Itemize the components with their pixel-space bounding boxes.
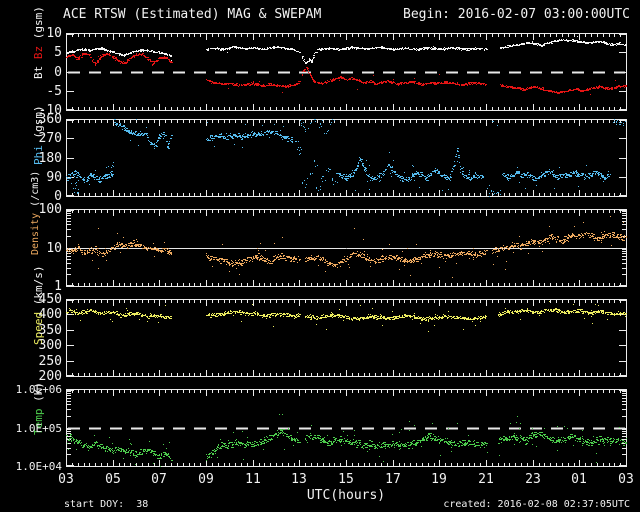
x-tick-label: 01 [571, 472, 587, 487]
x-tick-label: 21 [478, 472, 494, 487]
speed-y-tick-label: 350 [38, 323, 62, 338]
speed-y-tick-label: 250 [38, 354, 62, 369]
phi-y-tick-label: 270 [38, 131, 62, 146]
x-tick-label: 15 [338, 472, 354, 487]
temp-plot-canvas [66, 389, 627, 467]
footer-start-doy: start DOY: 38 [64, 499, 149, 510]
x-tick-label: 05 [105, 472, 121, 487]
density-y-tick-label: 10 [46, 241, 62, 256]
begin-timestamp: Begin: 2016-02-07 03:00:00UTC [403, 7, 630, 22]
x-tick-label: 03 [58, 472, 74, 487]
x-tick-label: 11 [245, 472, 261, 487]
phi-y-tick-label: 0 [54, 189, 62, 204]
x-axis-title: UTC(hours) [306, 488, 386, 503]
panel-density [66, 209, 627, 287]
mag-y-tick-label: -10 [38, 103, 62, 118]
temp-y-tick-label: 1.0E+05 [15, 422, 62, 435]
x-tick-label: 19 [431, 472, 447, 487]
panel-speed [66, 299, 627, 377]
temp-y-tick-label: 1.0E+04 [15, 460, 62, 473]
mag-y-tick-label: 0 [54, 65, 62, 80]
speed-y-tick-label: 400 [38, 307, 62, 322]
panel-mag [66, 33, 627, 111]
x-tick-label: 13 [291, 472, 307, 487]
speed-y-tick-label: 300 [38, 338, 62, 353]
phi-y-tick-label: 90 [46, 170, 62, 185]
mag-y-tick-label: 10 [46, 26, 62, 41]
density-y-tick-label: 100 [38, 202, 62, 217]
title-row: ACE RTSW (Estimated) MAG & SWEPAM Begin:… [63, 7, 630, 22]
x-tick-label: 03 [618, 472, 634, 487]
mag-y-tick-label: 5 [54, 45, 62, 60]
chart-title: ACE RTSW (Estimated) MAG & SWEPAM [63, 7, 322, 22]
x-tick-label: 23 [525, 472, 541, 487]
density-plot-canvas [66, 209, 627, 287]
x-tick-label: 07 [151, 472, 167, 487]
footer-created-timestamp: created: 2016-02-08 02:37:05UTC [443, 499, 630, 510]
speed-y-tick-label: 200 [38, 369, 62, 384]
panel-temp [66, 389, 627, 467]
speed-y-tick-label: 450 [38, 292, 62, 307]
temp-y-tick-label: 1.0E+06 [15, 383, 62, 396]
phi-y-tick-label: 180 [38, 151, 62, 166]
panel-phi [66, 119, 627, 197]
phi-plot-canvas [66, 119, 627, 197]
x-tick-label: 09 [198, 472, 214, 487]
mag-y-tick-label: -5 [46, 84, 62, 99]
density-y-tick-label: 1 [54, 279, 62, 294]
mag-plot-canvas [66, 33, 627, 111]
x-tick-label: 17 [385, 472, 401, 487]
phi-y-tick-label: 360 [38, 112, 62, 127]
speed-plot-canvas [66, 299, 627, 377]
